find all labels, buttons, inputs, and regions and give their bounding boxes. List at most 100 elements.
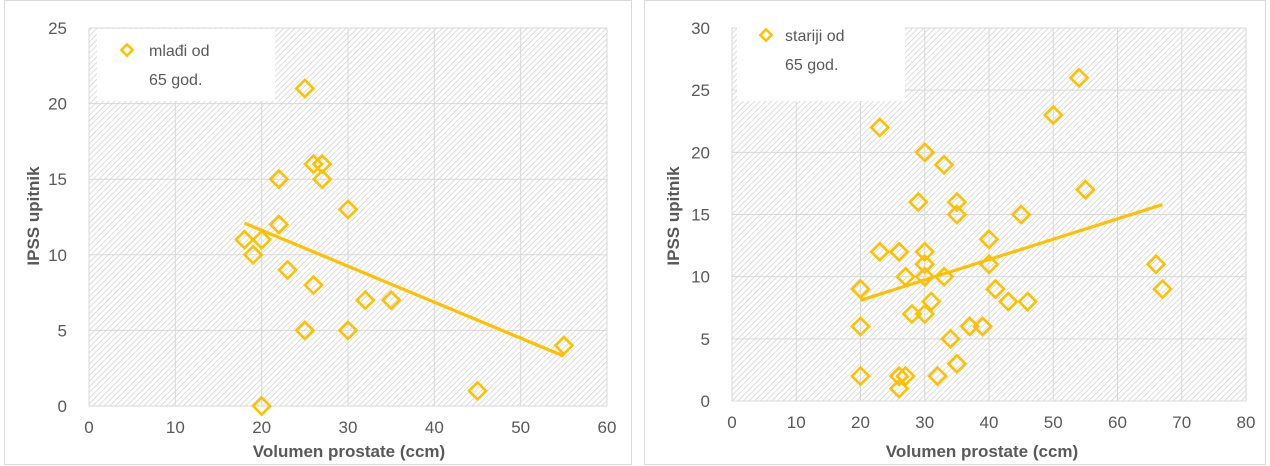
- data-point: [888, 241, 910, 263]
- data-point: [972, 316, 993, 337]
- y-tick-label: 5: [701, 330, 710, 349]
- y-tick-label: 20: [48, 95, 67, 114]
- x-axis-label: Volumen prostate (ccm): [886, 442, 1078, 461]
- y-axis-label: IPSS upitnik: [664, 166, 683, 266]
- data-point: [380, 289, 402, 311]
- y-axis-label: IPSS upitnik: [24, 166, 43, 266]
- data-point: [914, 253, 936, 275]
- legend-label-line1: mlađi od: [149, 43, 209, 60]
- y-tick-label: 10: [48, 246, 67, 265]
- data-point: [294, 78, 316, 99]
- x-tick-label: 0: [84, 418, 93, 437]
- data-point: [933, 266, 955, 288]
- data-point: [850, 365, 871, 387]
- data-point: [553, 335, 575, 356]
- x-tick-label: 10: [166, 418, 185, 437]
- x-tick-label: 50: [511, 418, 530, 437]
- gridlines: [731, 27, 1247, 402]
- data-point: [940, 328, 961, 350]
- data-point: [311, 168, 333, 190]
- data-point: [888, 378, 910, 399]
- x-tick-label: 0: [727, 413, 736, 432]
- legend-box: [97, 29, 275, 101]
- chart-panel-right: Volumen prostate (ccm) IPSS upitnik star…: [644, 0, 1266, 465]
- x-tick-label: 40: [425, 418, 444, 437]
- legend-marker: [119, 42, 135, 58]
- chart-panel-left: Volumen prostate (ccm) IPSS upitnik mlađ…: [4, 0, 632, 465]
- data-point: [354, 289, 376, 311]
- data-point: [1145, 253, 1167, 275]
- data-point: [914, 141, 936, 163]
- data-point: [907, 191, 929, 213]
- data-point: [1017, 291, 1038, 312]
- scatter-chart-old: Volumen prostate (ccm) IPSS upitnik star…: [664, 13, 1256, 461]
- legend-box: [737, 13, 905, 101]
- y-tick-label: 15: [691, 206, 710, 225]
- data-point: [234, 229, 255, 251]
- data-point: [914, 241, 936, 263]
- data-point: [1068, 67, 1090, 89]
- data-point: [985, 278, 1006, 300]
- y-tick-label: 0: [701, 392, 710, 411]
- x-tick-label: 20: [851, 413, 870, 432]
- data-point: [933, 154, 955, 176]
- x-tick-label: 30: [339, 418, 358, 437]
- data-point: [1042, 104, 1064, 126]
- x-tick-label: 70: [1172, 413, 1191, 432]
- data-point: [251, 395, 273, 417]
- y-tick-label: 15: [48, 170, 67, 189]
- x-axis-label: Volumen prostate (ccm): [253, 442, 445, 461]
- scatter-chart-young: Volumen prostate (ccm) IPSS upitnik mlađ…: [24, 19, 617, 461]
- data-point: [978, 229, 1000, 250]
- data-point: [869, 241, 891, 263]
- legend-label-line2: 65 god.: [149, 72, 202, 89]
- data-point: [242, 244, 264, 266]
- data-point: [946, 204, 968, 225]
- y-tick-label: 25: [691, 81, 710, 100]
- data-point: [946, 353, 968, 375]
- data-point: [895, 365, 916, 387]
- x-tick-label: 80: [1237, 413, 1256, 432]
- data-point: [337, 320, 359, 341]
- data-point: [850, 316, 871, 337]
- data-point: [914, 303, 936, 325]
- data-point: [927, 365, 948, 387]
- data-point: [850, 278, 871, 300]
- trendline: [860, 203, 1163, 302]
- data-point: [997, 291, 1019, 312]
- data-point: [251, 229, 273, 251]
- data-point: [467, 380, 488, 402]
- legend-marker: [758, 27, 774, 43]
- data-point: [311, 153, 333, 175]
- data-point: [920, 291, 942, 312]
- x-tick-label: 30: [915, 413, 934, 432]
- data-point: [337, 199, 359, 220]
- data-point: [277, 259, 298, 281]
- data-point: [303, 274, 324, 296]
- data-point: [946, 191, 968, 213]
- data-point: [914, 266, 936, 288]
- data-point: [888, 365, 910, 387]
- y-tick-label: 10: [691, 268, 710, 287]
- y-tick-label: 0: [58, 397, 67, 416]
- data-point: [303, 153, 324, 175]
- y-tick-label: 20: [691, 143, 710, 162]
- data-point: [294, 320, 316, 341]
- trendline: [243, 221, 565, 358]
- x-tick-label: 40: [980, 413, 999, 432]
- x-tick-label: 10: [787, 413, 806, 432]
- data-point: [1010, 204, 1032, 225]
- data-point: [268, 214, 290, 235]
- data-point: [869, 117, 891, 138]
- data-point: [268, 168, 290, 190]
- data-point: [1152, 278, 1173, 300]
- x-tick-label: 20: [252, 418, 271, 437]
- data-point: [1075, 179, 1096, 200]
- y-tick-label: 5: [58, 321, 67, 340]
- x-tick-label: 60: [598, 418, 617, 437]
- x-tick-label: 60: [1108, 413, 1127, 432]
- legend-label-line1: stariji od: [785, 28, 845, 45]
- x-tick-label: 50: [1044, 413, 1063, 432]
- y-tick-label: 30: [691, 19, 710, 38]
- y-tick-label: 25: [48, 19, 67, 38]
